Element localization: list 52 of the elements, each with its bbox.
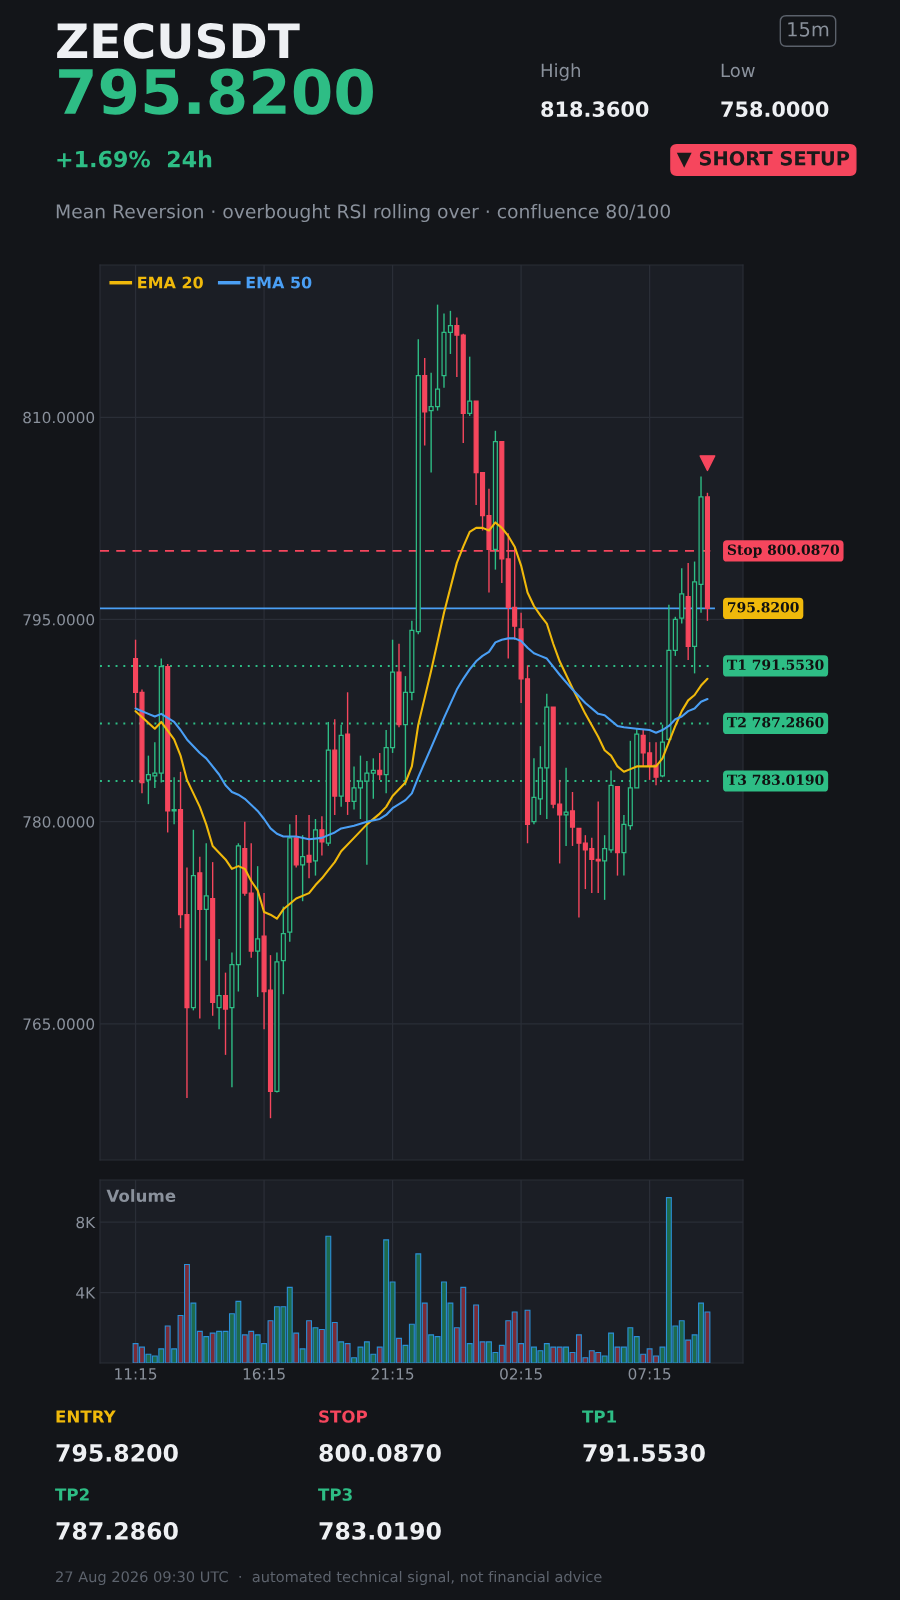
line-series [134, 637, 709, 841]
text: High [541, 63, 580, 81]
candlestick [467, 355, 473, 417]
y-tick-label: 795.0000 [23, 613, 95, 626]
text: 787.2860 [56, 1521, 178, 1540]
text: +1.69% 24h [57, 150, 212, 168]
candlestick [454, 316, 460, 378]
text: ENTRY [56, 1410, 116, 1423]
x-tick-label: 07:15 [628, 1368, 671, 1380]
ref-line-label: T3 783.0190 [727, 774, 824, 786]
y-tick-label: 8K [76, 1216, 96, 1229]
x-tick-label: 21:15 [371, 1368, 414, 1380]
text: TP2 [55, 1488, 89, 1501]
text: 758.0000 [721, 101, 829, 118]
y-tick-label: 4K [76, 1287, 96, 1299]
text: 795.8200 [56, 1443, 178, 1462]
text: 800.0870 [319, 1443, 441, 1462]
candlestick [216, 938, 222, 1030]
y-tick-label: 765.0000 [23, 1018, 95, 1030]
legend-label: EMA 50 [246, 276, 312, 289]
legend-label: EMA 20 [138, 276, 203, 289]
candlestick [300, 834, 306, 902]
ref-line-label: Stop 800.0870 [727, 544, 840, 558]
candlestick [306, 814, 312, 879]
x-tick-label: 11:15 [115, 1368, 157, 1380]
candlestick [569, 791, 576, 847]
candlestick [377, 752, 383, 781]
candlestick [203, 842, 209, 962]
candlestick [222, 971, 229, 1056]
text: 818.3600 [541, 101, 649, 118]
line-series [134, 521, 709, 920]
chart-title: ZECUSDT [57, 22, 300, 59]
text: STOP [319, 1410, 368, 1423]
chart-subtitle: Mean Reversion · overbought RSI rolling over · confluence 80/100 [56, 203, 671, 223]
x-tick-label: 16:15 [243, 1368, 285, 1380]
chart-title: Volume [106, 1189, 176, 1203]
ref-line-label: T1 791.5530 [727, 659, 824, 670]
text: 27 Aug 2026 09:30 UTC · automated technical signal, not financial advice [56, 1570, 602, 1586]
text: 791.5530 [583, 1443, 705, 1462]
y-tick-label: 810.0000 [23, 411, 95, 424]
ref-line-label: 795.8200 [728, 601, 799, 613]
x-tick-label: 02:15 [500, 1368, 542, 1380]
text: Low [721, 63, 755, 78]
text: 783.0190 [319, 1521, 441, 1540]
text: ▼ SHORT SETUP [676, 150, 850, 168]
text: 15m [788, 22, 829, 37]
text: TP3 [318, 1488, 352, 1501]
ref-line-label: T2 787.2860 [727, 717, 824, 728]
text: TP1 [582, 1410, 617, 1423]
y-tick-label: 780.0000 [23, 816, 95, 828]
candlestick [255, 865, 261, 998]
text: 795.8200 [59, 68, 373, 115]
